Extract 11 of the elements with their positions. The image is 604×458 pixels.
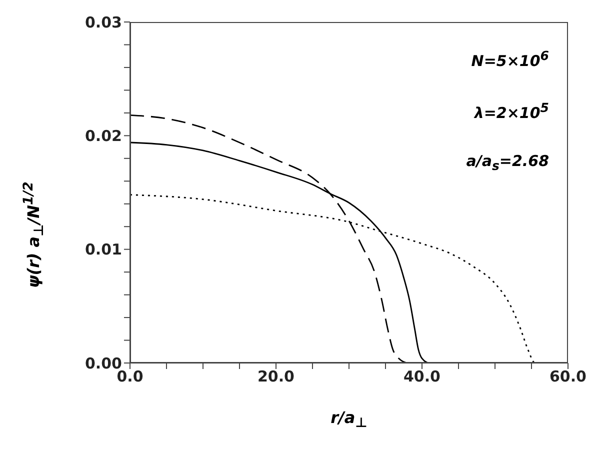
y-tick-label: 0.01: [84, 240, 122, 259]
x-tick-label: 0.0: [116, 368, 144, 386]
x-tick-label: 20.0: [257, 368, 295, 386]
x-axis-title: r/a$_{⊥}$: [330, 408, 368, 432]
annotation: λ=2×10$^{5}$: [474, 100, 549, 122]
annotation: a/a$_{s}$=2.68: [466, 152, 549, 173]
y-tick-label: 0.02: [84, 126, 122, 145]
x-tick-label: 60.0: [549, 368, 587, 386]
y-tick-label: 0.03: [84, 13, 122, 32]
x-tick-label: 40.0: [403, 368, 441, 386]
annotation: N=5×10$^{6}$: [471, 48, 549, 70]
